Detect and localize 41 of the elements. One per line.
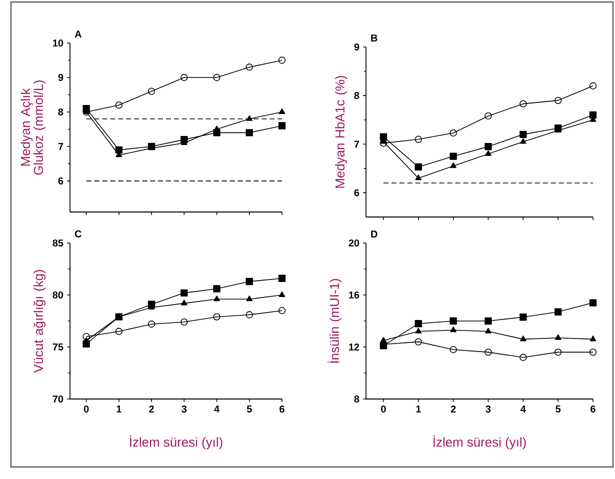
x-tick-label: 4: [520, 406, 526, 412]
chart-title: D: [371, 230, 378, 238]
x-tick-label: 0: [381, 406, 386, 413]
x-tick-label: 1: [116, 406, 122, 412]
x-axis-title: İzlem süresi (yıl): [434, 435, 526, 450]
chart-title: B: [371, 34, 378, 42]
x-tick-label: 6: [590, 406, 596, 413]
y-tick-label: 9: [58, 74, 64, 82]
x-tick-label: 5: [246, 406, 252, 412]
chart-title: C: [74, 230, 82, 238]
x-tick-label: 0: [84, 406, 89, 413]
y-tick-label: 20: [348, 239, 360, 247]
y-tick-label: 10: [53, 39, 64, 47]
y-axis-title: Vücut ağırlığı (kg): [33, 270, 46, 373]
y-tick-label: 70: [52, 395, 64, 403]
chart-title: A: [74, 30, 82, 38]
y-axis-title: Medyan HbA1c (%): [335, 76, 348, 188]
y-tick-label: 6: [58, 177, 64, 184]
y-tick-label: 6: [354, 189, 360, 196]
y-tick-label: 7: [58, 143, 64, 150]
x-tick-label: 3: [486, 406, 491, 413]
x-tick-label: 6: [280, 406, 284, 413]
x-tick-label: 1: [416, 406, 421, 412]
y-tick-label: 16: [349, 291, 360, 299]
x-tick-label: 3: [182, 406, 187, 413]
y-tick-label: 8: [354, 395, 360, 403]
y-tick-label: 9: [354, 43, 360, 51]
y-tick-label: 80: [52, 291, 64, 299]
y-tick-label: 8: [354, 92, 360, 100]
y-axis-title: Medyan Açlık Glukoz (mmol/L): [20, 80, 46, 175]
y-tick-label: 7: [354, 140, 360, 148]
y-tick-label: 8: [58, 108, 64, 116]
x-tick-label: 2: [450, 406, 456, 412]
y-axis-title: İnsülin (mUI-1): [328, 278, 342, 363]
y-tick-label: 85: [52, 239, 64, 247]
x-tick-label: 5: [556, 406, 561, 412]
x-tick-label: 2: [149, 406, 154, 412]
y-tick-label: 75: [52, 344, 64, 350]
y-tick-label: 12: [349, 344, 360, 350]
x-axis-title: İzlem süresi (yıl): [130, 435, 222, 450]
x-tick-label: 4: [214, 406, 220, 412]
